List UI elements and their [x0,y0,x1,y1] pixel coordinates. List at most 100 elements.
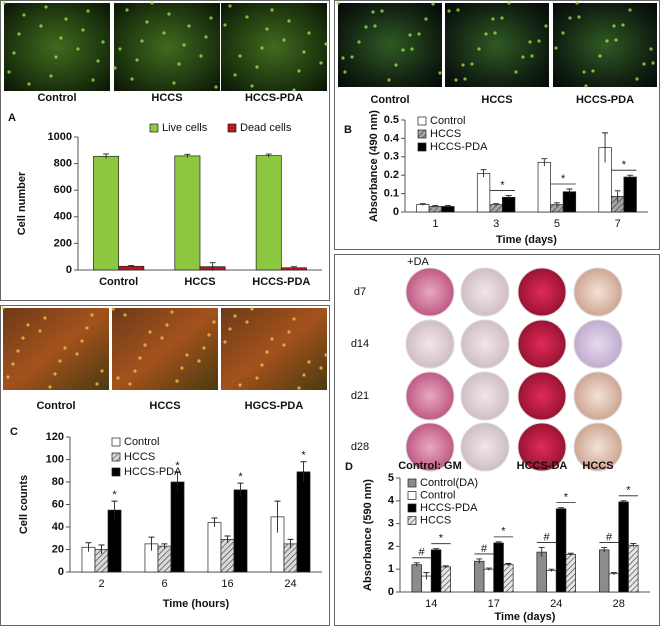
bar [628,544,639,593]
bar [93,155,120,271]
cell-spot [113,66,117,70]
cell-spot [357,40,361,44]
cell-spot [182,43,186,47]
culture-well [460,319,510,369]
error-bar [558,507,565,510]
legend-swatch [111,467,121,477]
cell-spot [160,336,164,340]
cell-spot [140,39,144,43]
cell-spot [282,343,286,347]
bar [489,204,503,213]
bar [207,522,222,573]
cell-spot [238,383,242,387]
y-tick-label: 0 [58,566,64,578]
y-tick-label: 3 [388,518,394,530]
cell-spot [302,50,306,54]
cell-spot [410,47,414,51]
cell-spot [228,4,232,8]
cell-spot [371,10,375,14]
y-tick-label: 200 [54,237,72,249]
y-axis-title: Absorbance (590 nm) [362,479,374,591]
cell-spot [500,16,504,20]
legend-label: HCCS-PDA [420,502,478,514]
y-tick-label: 0.3 [384,151,399,163]
legend-label: Control [420,489,455,501]
cell-spot [76,47,80,51]
x-axis-title: Time (days) [496,234,557,246]
panel: d7 d14 d21 d28 +DA Control: GM HCCS-DA HCCS D 0 1 2… [345,256,650,623]
cell-spot [651,61,655,65]
cell-spot [202,346,206,350]
cell-spot [394,63,398,67]
legend-swatch [149,123,159,133]
cell-spot [233,73,237,77]
cell-spot [514,70,518,74]
legend-swatch [227,123,237,133]
error-bar [274,500,281,533]
cell-spot [111,307,115,311]
cell-spot [614,38,618,42]
y-tick-label: 0.1 [384,188,399,200]
significance-marker: * [622,159,627,171]
legend-label: HCCS-PDA [430,141,488,153]
image-note: +DA [407,256,429,268]
cell-spot [350,55,354,59]
legend-swatch [417,129,427,139]
error-bar [476,558,483,564]
cell-spot [612,24,616,28]
culture-well [405,422,455,472]
cell-spot [484,32,488,36]
micrograph [4,3,110,91]
significance-marker: # [481,543,488,555]
error-bar [419,203,426,206]
micrograph [221,308,327,390]
significance-marker: * [500,179,505,191]
y-axis-title: Cell number [16,171,28,235]
legend-swatch [407,491,417,500]
error-bar [627,174,634,179]
bar [411,564,422,593]
error-bar [433,548,440,551]
legend-swatch [111,452,121,462]
bar [546,569,557,593]
cell-spot [260,46,264,50]
x-tick-label: 24 [284,578,296,590]
error-bar [300,461,307,482]
cell-spot [27,82,31,86]
cell-spot [175,379,179,383]
cell-spot [324,353,328,357]
cell-spot [649,47,653,51]
bar [608,573,620,593]
image-label: HCCS [149,400,180,412]
error-bar [495,541,502,545]
error-bar [290,266,297,269]
x-axis-title: Time (days) [495,611,556,623]
cell-spot [11,362,15,366]
y-axis-title: Cell counts [18,475,30,534]
cell-spot [561,31,565,35]
significance-marker: * [238,471,243,483]
cell-spot [63,346,67,350]
significance-marker: # [606,531,613,543]
significance-marker: * [626,485,631,497]
cell-spot [343,70,347,74]
bar [483,568,495,593]
significance-marker: # [419,547,426,559]
cell-spot [582,70,586,74]
legend-label: Control(DA) [420,477,478,489]
x-tick-label: HCCS-PDA [252,276,310,288]
cell-spot [177,62,181,66]
cell-spot [380,9,384,13]
culture-well [573,267,623,317]
bar [536,551,547,593]
error-bar [174,471,181,493]
panel-a-frame [0,0,330,301]
cell-spot [223,340,227,344]
cell-spot [138,356,142,360]
cell-spot [336,1,340,5]
cell-spot [255,65,259,69]
panel: Control HCCS HCCS-PDAB00.10.20.30.40.5Abso… [336,1,657,246]
cell-spot [167,12,171,16]
panel-letter: C [10,426,18,438]
cell-spot [401,48,405,52]
